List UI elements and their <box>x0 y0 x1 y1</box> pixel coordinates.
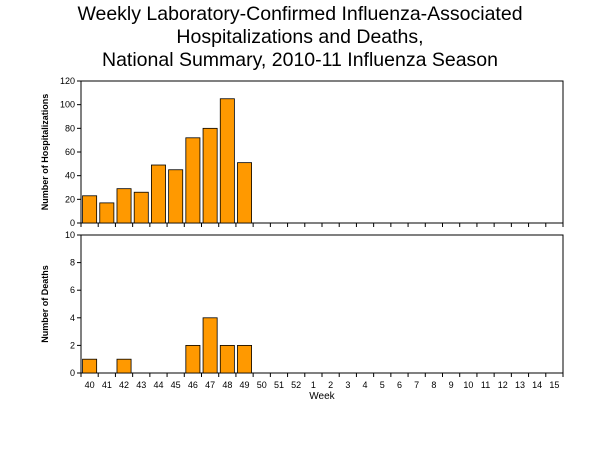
x-tick-label-6: 6 <box>397 380 402 390</box>
x-tick-label-3: 3 <box>345 380 350 390</box>
deaths-bar-week-40 <box>82 358 98 374</box>
x-tick-label-41: 41 <box>102 380 112 390</box>
hosp-y-tick-label: 60 <box>65 147 75 157</box>
x-tick-label-40: 40 <box>85 380 95 390</box>
x-tick-label-14: 14 <box>532 380 542 390</box>
x-tick-label-44: 44 <box>153 380 163 390</box>
chart-title-line-1: Weekly Laboratory-Confirmed Influenza-As… <box>77 3 523 25</box>
hosp-y-tick-label: 120 <box>60 76 75 86</box>
x-tick-label-5: 5 <box>380 380 385 390</box>
x-tick-label-51: 51 <box>274 380 284 390</box>
x-tick-label-4: 4 <box>363 380 368 390</box>
deaths-plot-area <box>80 234 564 374</box>
x-tick-label-50: 50 <box>257 380 267 390</box>
x-tick-label-15: 15 <box>549 380 559 390</box>
x-tick-label-2: 2 <box>328 380 333 390</box>
hosp-bar-week-49 <box>237 162 252 224</box>
deaths-y-tick-label: 8 <box>70 258 75 268</box>
chart-title-line-2: Hospitalizations and Deaths, <box>176 26 424 48</box>
hosp-bar-week-48 <box>219 98 235 224</box>
deaths-y-axis-label: Number of Deaths <box>40 265 50 343</box>
hosp-y-axis-label: Number of Hospitalizations <box>40 94 50 211</box>
deaths-y-tick-label: 2 <box>70 340 75 350</box>
x-axis-label: Week <box>309 391 335 402</box>
x-tick-label-9: 9 <box>449 380 454 390</box>
hosp-bar-week-44 <box>151 164 166 224</box>
x-tick-label-12: 12 <box>498 380 508 390</box>
x-tick-label-10: 10 <box>463 380 473 390</box>
x-tick-label-43: 43 <box>136 380 146 390</box>
deaths-bar-week-42 <box>116 358 132 374</box>
hosp-bar-week-40 <box>82 195 98 224</box>
x-tick-label-13: 13 <box>515 380 525 390</box>
deaths-bar-week-46 <box>185 344 201 374</box>
x-tick-label-49: 49 <box>240 380 250 390</box>
deaths-y-tick-label: 4 <box>70 313 75 323</box>
x-tick-label-45: 45 <box>171 380 181 390</box>
hosp-bar-week-47 <box>202 127 218 224</box>
hosp-bar-week-46 <box>185 137 201 224</box>
hosp-panel: 0 20 40 60 80 100 120 Number of Hospitalization… <box>40 76 564 228</box>
hosp-bar-week-43 <box>133 191 149 224</box>
x-tick-label-1: 1 <box>311 380 316 390</box>
x-tick-label-8: 8 <box>431 380 436 390</box>
x-tick-label-52: 52 <box>291 380 301 390</box>
x-tick-label-11: 11 <box>481 380 490 390</box>
chart-title: Weekly Laboratory-Confirmed Influenza-As… <box>0 3 600 72</box>
x-tick-label-7: 7 <box>414 380 419 390</box>
hosp-y-tick-label: 80 <box>65 123 75 133</box>
x-tick-label-47: 47 <box>205 380 215 390</box>
hosp-bar-week-41 <box>99 202 115 224</box>
hosp-y-tick-label: 40 <box>65 171 75 181</box>
deaths-y-tick-label: 6 <box>70 285 75 295</box>
deaths-bar-week-48 <box>219 344 235 374</box>
x-tick-label-46: 46 <box>188 380 198 390</box>
chart-title-line-3: National Summary, 2010-11 Influenza Seas… <box>101 49 498 71</box>
x-tick-label-48: 48 <box>222 380 232 390</box>
deaths-y-tick-label: 10 <box>65 230 75 240</box>
hosp-y-tick-label: 0 <box>70 218 75 228</box>
hosp-y-tick-label: 20 <box>65 194 75 204</box>
x-tick-label-42: 42 <box>119 380 129 390</box>
hosp-bar-week-42 <box>116 188 132 224</box>
deaths-y-tick-label: 0 <box>70 368 75 378</box>
hosp-y-tick-label: 100 <box>60 100 75 110</box>
hosp-bar-week-45 <box>168 169 184 224</box>
deaths-bar-week-49 <box>237 344 252 374</box>
deaths-bar-week-47 <box>202 317 218 374</box>
